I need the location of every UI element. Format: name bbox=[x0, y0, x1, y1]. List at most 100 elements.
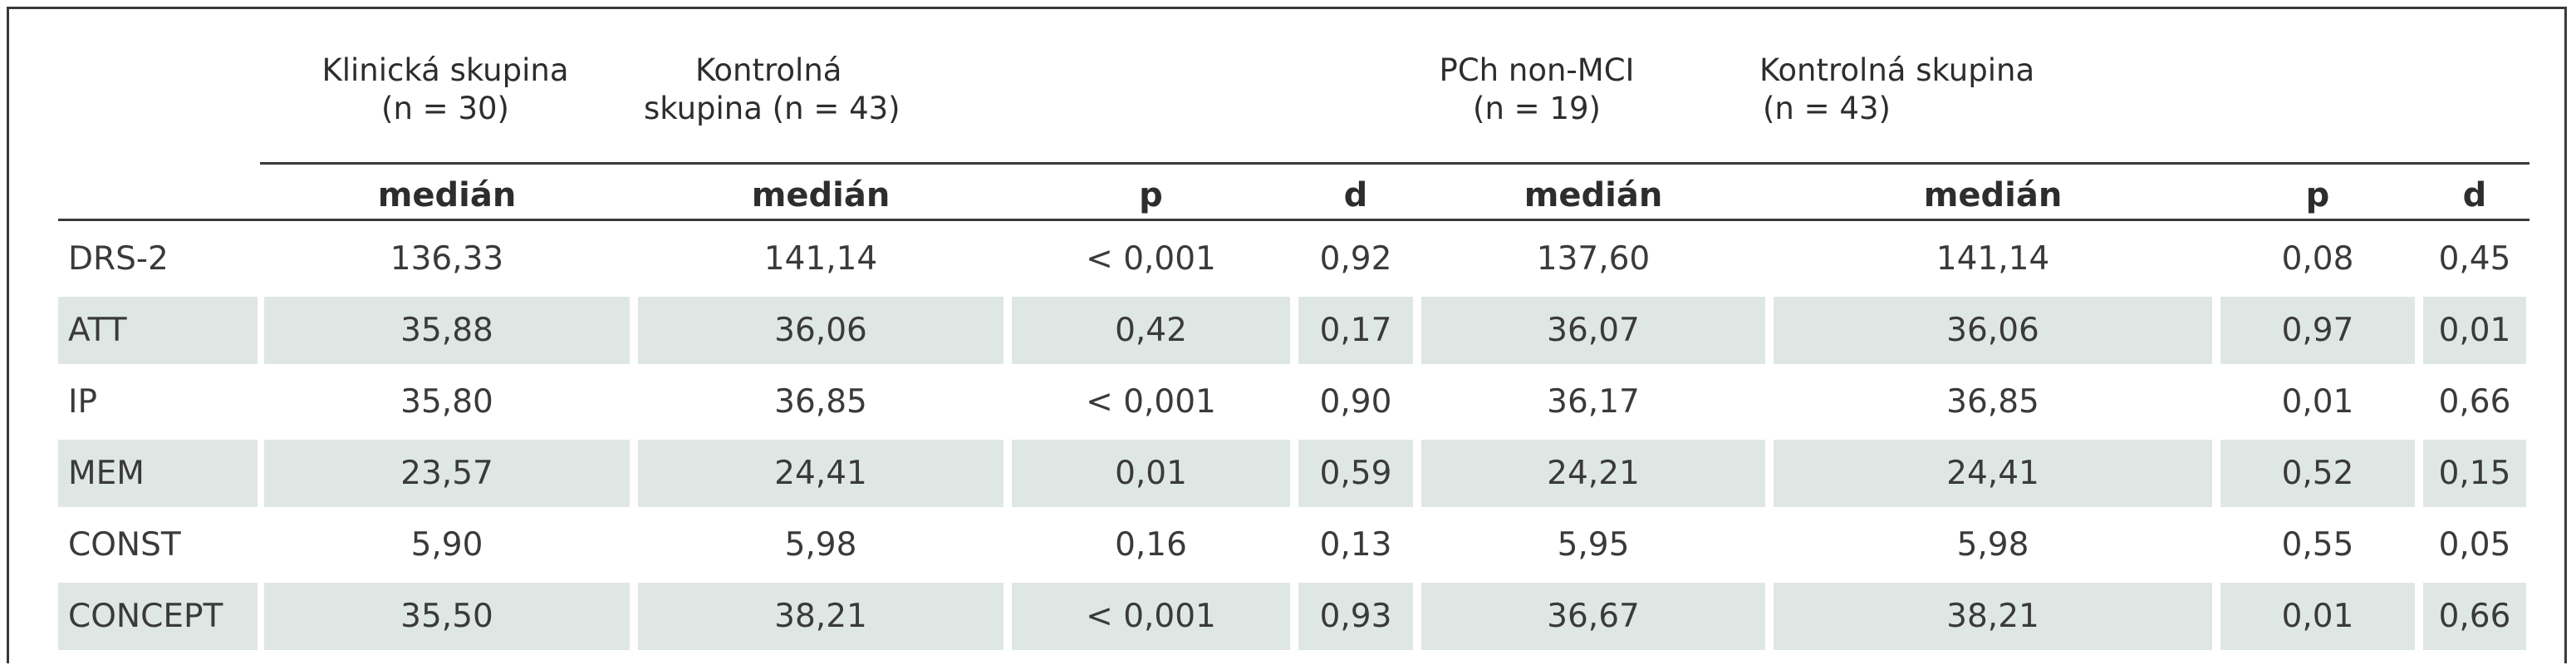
table-cell: 0,55 bbox=[2281, 526, 2354, 564]
table-cell: 35,80 bbox=[400, 383, 493, 421]
cell-shading bbox=[1421, 297, 1765, 364]
header-line: (n = 30) bbox=[381, 91, 509, 126]
subheader-4: d bbox=[1343, 176, 1368, 214]
cell-shading bbox=[264, 297, 630, 364]
table-cell: 0,01 bbox=[2438, 312, 2511, 349]
table-cell: 35,88 bbox=[400, 312, 493, 349]
table-cell: 5,90 bbox=[410, 526, 483, 564]
cell-shading bbox=[264, 583, 630, 650]
table-cell: 36,85 bbox=[1946, 383, 2039, 421]
cell-shading bbox=[1774, 440, 2212, 507]
table-cell: 0,42 bbox=[1115, 312, 1187, 349]
subheader-5: medián bbox=[1524, 176, 1663, 214]
header-kontrolna-skupina-1: Kontrolná skupina (n = 43) bbox=[644, 52, 993, 128]
table-cell: 36,06 bbox=[774, 312, 867, 349]
table-cell: 0,08 bbox=[2281, 240, 2354, 278]
table-cell: 36,07 bbox=[1547, 312, 1640, 349]
table-cell: 0,13 bbox=[1319, 526, 1392, 564]
cell-shading bbox=[58, 583, 258, 650]
subheader-6: medián bbox=[1923, 176, 2063, 214]
cell-shading bbox=[2220, 440, 2415, 507]
cell-shading bbox=[1421, 440, 1765, 507]
header-kontrolna-skupina-2: Kontrolná skupina (n = 43) bbox=[1759, 52, 2108, 128]
cell-shading bbox=[2423, 583, 2526, 650]
header-line: (n = 43) bbox=[1763, 91, 1891, 126]
cell-shading bbox=[638, 297, 1003, 364]
header-line: (n = 19) bbox=[1473, 91, 1601, 126]
table-cell: 137,60 bbox=[1536, 240, 1651, 278]
table-cell: 0,59 bbox=[1319, 455, 1392, 492]
table-cell: 0,01 bbox=[2281, 598, 2354, 635]
cell-shading bbox=[2220, 583, 2415, 650]
cell-shading bbox=[2423, 297, 2526, 364]
table-cell: 0,05 bbox=[2438, 526, 2511, 564]
table-cell: 35,50 bbox=[400, 598, 493, 635]
row-label: CONCEPT bbox=[68, 598, 223, 635]
table-cell: 0,01 bbox=[1115, 455, 1187, 492]
table-cell: 38,21 bbox=[1946, 598, 2039, 635]
header-klinicka-skupina: Klinická skupina (n = 30) bbox=[296, 52, 595, 128]
row-label: ATT bbox=[68, 312, 127, 349]
table-cell: 24,41 bbox=[1946, 455, 2039, 492]
table-cell: 36,06 bbox=[1946, 312, 2039, 349]
table-cell: 38,21 bbox=[774, 598, 867, 635]
table-cell: 0,45 bbox=[2438, 240, 2511, 278]
table-cell: 36,17 bbox=[1547, 383, 1640, 421]
table-cell: 141,14 bbox=[763, 240, 878, 278]
table-cell: 141,14 bbox=[1936, 240, 2050, 278]
table-cell: 5,95 bbox=[1557, 526, 1630, 564]
table-cell: 23,57 bbox=[400, 455, 493, 492]
table-cell: 0,17 bbox=[1319, 312, 1392, 349]
header-line: PCh non-MCI bbox=[1439, 52, 1635, 88]
header-line: skupina (n = 43) bbox=[644, 91, 900, 126]
cell-shading bbox=[1298, 440, 1413, 507]
table-cell: 136,33 bbox=[390, 240, 504, 278]
table-cell: 24,21 bbox=[1547, 455, 1640, 492]
table-cell: < 0,001 bbox=[1086, 598, 1216, 635]
cell-shading bbox=[638, 440, 1003, 507]
subheader-2: medián bbox=[751, 176, 891, 214]
subheader-rule bbox=[58, 219, 2529, 221]
table-cell: 0,16 bbox=[1115, 526, 1187, 564]
header-line: Klinická skupina bbox=[321, 52, 569, 88]
cell-shading bbox=[264, 440, 630, 507]
row-label: MEM bbox=[68, 455, 145, 492]
table-cell: 0,52 bbox=[2281, 455, 2354, 492]
table-cell: < 0,001 bbox=[1086, 240, 1216, 278]
cell-shading bbox=[1298, 297, 1413, 364]
cell-shading bbox=[1012, 297, 1290, 364]
cell-shading bbox=[1012, 440, 1290, 507]
table-cell: < 0,001 bbox=[1086, 383, 1216, 421]
cell-shading bbox=[58, 440, 258, 507]
table-cell: 0,15 bbox=[2438, 455, 2511, 492]
cell-shading bbox=[638, 583, 1003, 650]
cell-shading bbox=[1421, 583, 1765, 650]
subheader-8: d bbox=[2462, 176, 2487, 214]
cell-shading bbox=[1774, 297, 2212, 364]
table-cell: 5,98 bbox=[1956, 526, 2029, 564]
subheader-1: medián bbox=[377, 176, 517, 214]
header-pch-non-mci: PCh non-MCI (n = 19) bbox=[1412, 52, 1661, 128]
cell-shading bbox=[58, 297, 258, 364]
cell-shading bbox=[1298, 583, 1413, 650]
table-cell: 36,85 bbox=[774, 383, 867, 421]
table-cell: 0,93 bbox=[1319, 598, 1392, 635]
table-cell: 24,41 bbox=[774, 455, 867, 492]
cell-shading bbox=[2423, 440, 2526, 507]
header-line: Kontrolná skupina bbox=[1759, 52, 2035, 88]
table-cell: 0,66 bbox=[2438, 598, 2511, 635]
row-label: IP bbox=[68, 383, 98, 421]
header-line: Kontrolná bbox=[695, 52, 842, 88]
table-cell: 0,92 bbox=[1319, 240, 1392, 278]
cell-shading bbox=[1012, 583, 1290, 650]
cell-shading bbox=[2220, 297, 2415, 364]
header-rule bbox=[260, 162, 2529, 165]
subheader-7: p bbox=[2305, 176, 2330, 214]
table-cell: 0,66 bbox=[2438, 383, 2511, 421]
table-cell: 0,01 bbox=[2281, 383, 2354, 421]
cell-shading bbox=[1774, 583, 2212, 650]
table-cell: 36,67 bbox=[1547, 598, 1640, 635]
subheader-3: p bbox=[1139, 176, 1163, 214]
table-cell: 5,98 bbox=[784, 526, 857, 564]
row-label: DRS-2 bbox=[68, 240, 169, 278]
